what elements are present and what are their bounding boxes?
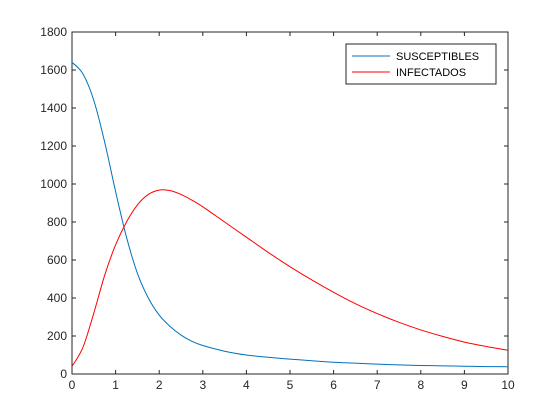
x-tick-label: 6 [330,378,337,392]
series-line-infectados [71,189,509,367]
y-tick-label: 200 [47,329,67,343]
legend-label-susceptibles: SUSCEPTIBLES [396,51,479,63]
series-line-susceptibles [71,62,509,368]
x-tick-label: 10 [501,378,515,392]
x-tick-label: 4 [243,378,250,392]
x-tick-label: 9 [461,378,468,392]
x-tick-label: 1 [112,378,119,392]
x-tick-label: 2 [156,378,163,392]
x-tick-label: 8 [417,378,424,392]
axes: 0 1 2 3 4 5 6 7 8 9 10 0 200 400 600 800 1000 1200 1400 160… [40,25,515,392]
y-tick-label: 400 [47,291,67,305]
y-tick-label: 600 [47,253,67,267]
y-tick-label: 800 [47,215,67,229]
y-tick-label: 1600 [40,63,67,77]
plot-area-box [71,31,509,375]
x-tick-label: 3 [199,378,206,392]
y-tick-label: 1000 [40,177,67,191]
legend-box [345,43,497,85]
y-tick-label: 1200 [40,139,67,153]
y-tick-label: 0 [60,367,67,381]
legend-label-infectados: INFECTADOS [396,67,466,79]
y-tick-label: 1400 [40,101,67,115]
x-tick-label: 5 [287,378,294,392]
series-group [71,62,509,368]
legend: SUSCEPTIBLES INFECTADOS [345,43,497,85]
x-tick-label: 7 [374,378,381,392]
x-tick-label: 0 [69,378,76,392]
y-tick-label: 1800 [40,25,67,39]
